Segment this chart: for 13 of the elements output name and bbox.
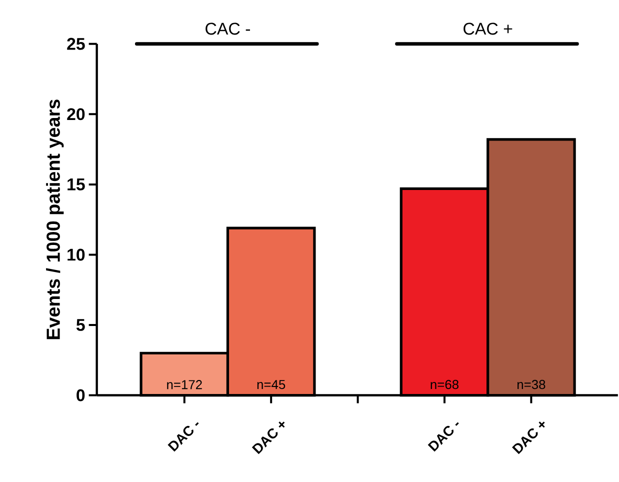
- annotation: n=68: [430, 380, 458, 390]
- y-tick-label: 0: [76, 389, 85, 402]
- y-tick-label: 25: [67, 38, 85, 50]
- text: CAC -: [206, 22, 250, 35]
- y-tick-label: 20: [67, 108, 85, 120]
- text: CAC +: [464, 22, 512, 35]
- y-tick-label: 5: [76, 319, 85, 331]
- annotation: n=172: [167, 380, 202, 390]
- y-tick-label: 15: [68, 178, 85, 190]
- annotation: n=38: [518, 380, 546, 390]
- y-axis-title: Events / 1000 patient years: [46, 100, 64, 340]
- annotation: n=45: [257, 380, 286, 390]
- y-tick-label: 10: [68, 248, 85, 261]
